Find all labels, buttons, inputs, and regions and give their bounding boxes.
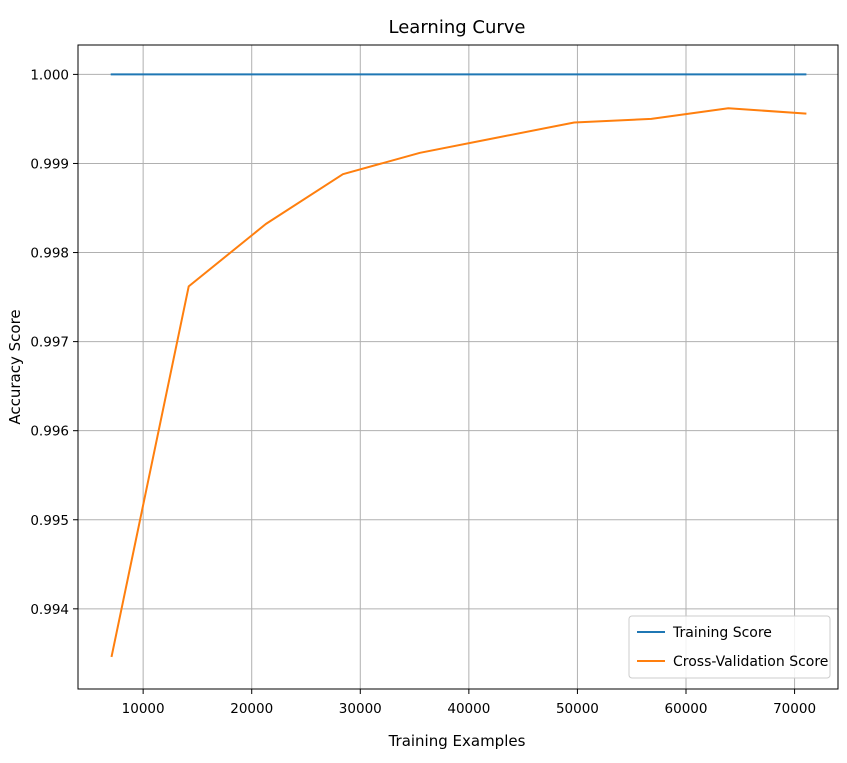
- cross-validation-score-line: [110, 107, 807, 658]
- x-tick-label: 70000: [773, 701, 816, 717]
- y-tick-label: 0.998: [30, 246, 69, 262]
- chart-title: Learning Curve: [389, 17, 526, 38]
- x-tick-label: 60000: [665, 701, 708, 717]
- legend-training-label: Training Score: [672, 625, 772, 641]
- legend-cv-label: Cross-Validation Score: [673, 654, 828, 670]
- x-axis-label: Training Examples: [388, 732, 526, 750]
- grid: [78, 45, 838, 689]
- y-tick-label: 1.000: [30, 67, 69, 83]
- y-axis-ticks: 0.994 0.995 0.996 0.997 0.998 0.999 1.000: [30, 67, 78, 618]
- y-tick-label: 0.999: [30, 156, 69, 172]
- x-tick-label: 50000: [556, 701, 599, 717]
- y-tick-label: 0.997: [30, 335, 69, 351]
- y-tick-label: 0.995: [30, 513, 69, 529]
- y-tick-label: 0.996: [30, 424, 69, 440]
- x-tick-label: 30000: [339, 701, 382, 717]
- y-tick-label: 0.994: [30, 602, 69, 618]
- legend-box: [628, 615, 831, 679]
- x-axis-ticks: 10000 20000 30000 40000 50000 60000 70000: [122, 689, 816, 717]
- legend: Training Score Cross-Validation Score: [628, 615, 831, 679]
- y-axis-label: Accuracy Score: [6, 309, 24, 424]
- x-tick-label: 10000: [122, 701, 165, 717]
- x-tick-label: 40000: [447, 701, 490, 717]
- series-lines: [110, 73, 807, 658]
- plot-frame: [77, 44, 839, 690]
- x-tick-label: 20000: [230, 701, 273, 717]
